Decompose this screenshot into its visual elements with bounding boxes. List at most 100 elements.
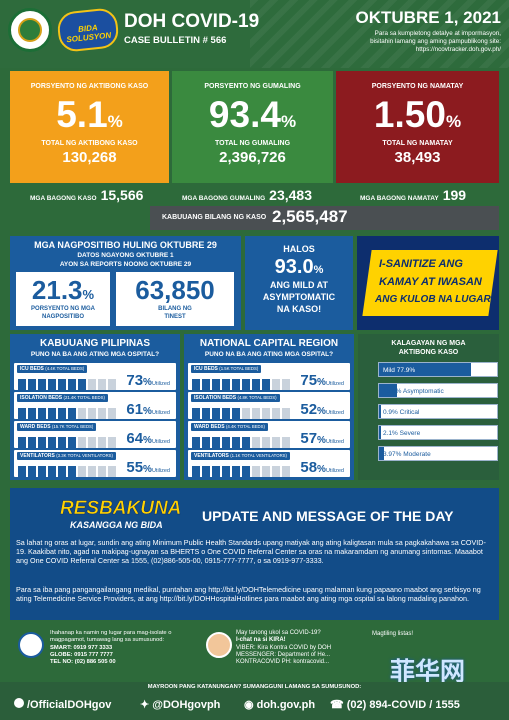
update-panel xyxy=(10,488,499,620)
utilization-percent: 73%Utilized xyxy=(126,372,170,389)
bed-bar xyxy=(212,408,220,419)
bed-bar xyxy=(58,466,66,477)
utilization-value: 64 xyxy=(126,430,144,447)
watermark-text: 菲华网 xyxy=(390,657,466,686)
bed-type: ICU BEDS xyxy=(20,366,44,372)
note-line-1: Para sa kumpletong detalye at impormasyo… xyxy=(374,30,501,37)
resbakuna-tagline: KASANGGA NG BIDA xyxy=(70,520,163,530)
hotline-text: Ihahanap ka namin ng lugar para mag-isol… xyxy=(50,630,172,666)
footer-website[interactable]: ◉ doh.gov.ph xyxy=(244,698,315,711)
bed-total-note: (4.8K TOTAL BEDS) xyxy=(237,395,277,400)
bed-bar xyxy=(108,466,116,477)
recovered-pct-value: 93.4 xyxy=(208,94,281,135)
bed-bar xyxy=(252,437,260,448)
tel-number[interactable]: TEL NO: (02) 886 505 00 xyxy=(50,659,116,666)
bed-type-label: ICU BEDS (1.5K TOTAL BEDS) xyxy=(191,365,262,373)
smart-number[interactable]: SMART: 0919 977 3333 xyxy=(50,644,113,651)
utilization-percent: 55%Utilized xyxy=(126,459,170,476)
severity-fill xyxy=(379,447,384,460)
rate-label-2: NAGPOSITIBO xyxy=(41,314,84,320)
severity-label: 15.0% Asymptomatic xyxy=(383,388,444,395)
ph-row-2: WARD BEDS (15.7K TOTAL BEDS) 64%Utilized xyxy=(14,421,176,448)
bed-bar xyxy=(242,379,250,390)
bulletin-date: OKTUBRE 1, 2021 xyxy=(355,8,502,27)
bed-type-label: ISOLATION BEDS (4.8K TOTAL BEDS) xyxy=(191,394,280,402)
hotline-line-2: magpagamot, tumawag lang sa sumusunod: xyxy=(50,637,165,644)
website-text: doh.gov.ph xyxy=(256,699,316,711)
bed-total-note: (3.3K TOTAL VENTILATORS) xyxy=(56,453,113,458)
footer-phone[interactable]: ☎ (02) 894-COVID / 1555 xyxy=(330,698,460,711)
positivity-rate-value: 21.3 xyxy=(31,275,83,305)
severity-fill xyxy=(379,384,397,397)
facebook-handle: /OfficialDOHgov xyxy=(27,699,112,711)
severity-row-4: 3.97% Moderate xyxy=(378,446,498,461)
kontracovid-contact[interactable]: KONTRACOVID PH: kontracovid... xyxy=(236,659,330,666)
bed-bar xyxy=(88,437,96,448)
utilized-label: Utilized xyxy=(325,468,344,474)
bed-bar xyxy=(28,379,36,390)
positivity-sub1: DATOS NGAYONG OKTUBRE 1 xyxy=(77,252,174,259)
bed-total-note: (21.4K TOTAL BEDS) xyxy=(63,395,105,400)
bed-total-note: (15.7K TOTAL BEDS) xyxy=(51,424,94,429)
bed-total-note: (1.1K TOTAL VENTILATORS) xyxy=(230,453,287,458)
tested-card: 63,850 BILANG NG TINEST xyxy=(116,272,234,326)
mild-l2: ANG MILD AT xyxy=(270,280,328,290)
bed-bar xyxy=(48,379,56,390)
bed-bar xyxy=(98,379,106,390)
severity-row-2: 0.9% Critical xyxy=(378,404,498,419)
utilization-bars xyxy=(18,464,118,477)
bed-type: VENTILATORS xyxy=(194,453,229,459)
utilized-label: Utilized xyxy=(151,381,170,387)
ph-row-1: ISOLATION BEDS (21.4K TOTAL BEDS) 61%Util… xyxy=(14,392,176,419)
bed-bar xyxy=(242,437,250,448)
bed-bar xyxy=(252,466,260,477)
bed-type: WARD BEDS xyxy=(20,424,51,430)
bed-bar xyxy=(202,408,210,419)
mild-l1: HALOS xyxy=(283,244,315,254)
bulletin-number: CASE BULLETIN # 566 xyxy=(124,35,227,46)
bed-bar xyxy=(88,408,96,419)
utilization-unit: % xyxy=(317,377,326,388)
bed-bar xyxy=(202,379,210,390)
utilization-bars xyxy=(192,377,292,390)
utilization-value: 55 xyxy=(126,459,144,476)
bed-bar xyxy=(18,437,26,448)
severity-row-1: 15.0% Asymptomatic xyxy=(378,383,498,398)
viber-contact[interactable]: VIBER: Kira Kontra COVID by DOH xyxy=(236,644,332,651)
severity-label: 2.1% Severe xyxy=(383,430,421,437)
severity-title-2: AKTIBONG KASO xyxy=(398,349,459,356)
bed-bar xyxy=(242,466,250,477)
bed-bar xyxy=(212,379,220,390)
footer-twitter[interactable]: ✦ @DOHgovph xyxy=(140,698,220,711)
bed-total-note: (4.4K TOTAL BEDS) xyxy=(225,424,265,429)
bed-type: ISOLATION BEDS xyxy=(194,395,237,401)
doh-seal-icon xyxy=(8,8,52,52)
tracker-link[interactable]: https://ncovtracker.doh.gov.ph/ xyxy=(415,46,501,53)
tested-value: 63,850 xyxy=(135,275,215,305)
mild-pct-value: 93.0 xyxy=(274,256,314,278)
new-cases-value: 15,566 xyxy=(100,187,144,203)
messenger-contact[interactable]: MESSENGER: Department of He... xyxy=(236,651,331,658)
bed-bar xyxy=(108,437,116,448)
recovered-label: PORSYENTO NG GUMALING xyxy=(204,83,301,90)
bed-bar xyxy=(262,379,270,390)
mild-l4: NA KASO! xyxy=(276,304,322,314)
new-cases-label: MGA BAGONG KASO xyxy=(30,195,97,202)
bed-type: WARD BEDS xyxy=(194,424,225,430)
severity-fill xyxy=(379,363,471,376)
mild-l3: ASYMPTOMATIC xyxy=(262,292,336,302)
rate-label-1: PORSYENTO NG MGA xyxy=(31,306,95,312)
bed-bar xyxy=(78,437,86,448)
footer-facebook[interactable]: /OfficialDOHgov xyxy=(14,698,111,711)
globe-number[interactable]: GLOBE: 0915 777 7777 xyxy=(50,651,113,658)
positivity-title: MGA NAGPOSITIBO HULING OKTUBRE 29 xyxy=(34,240,217,250)
bed-bar xyxy=(252,408,260,419)
active-total-label: TOTAL NG AKTIBONG KASO xyxy=(41,140,138,147)
tested-label-2: TINEST xyxy=(164,314,186,320)
note-line-2: bisitahin lamang ang aming pampublikong … xyxy=(370,38,501,45)
update-paragraph-1: Sa lahat ng oras at lugar, sundin ang at… xyxy=(16,538,486,565)
severity-row-0: Mild 77.9% xyxy=(378,362,498,377)
header-texture xyxy=(250,0,509,68)
bed-bar xyxy=(282,408,290,419)
deaths-pct-unit: % xyxy=(445,112,462,131)
